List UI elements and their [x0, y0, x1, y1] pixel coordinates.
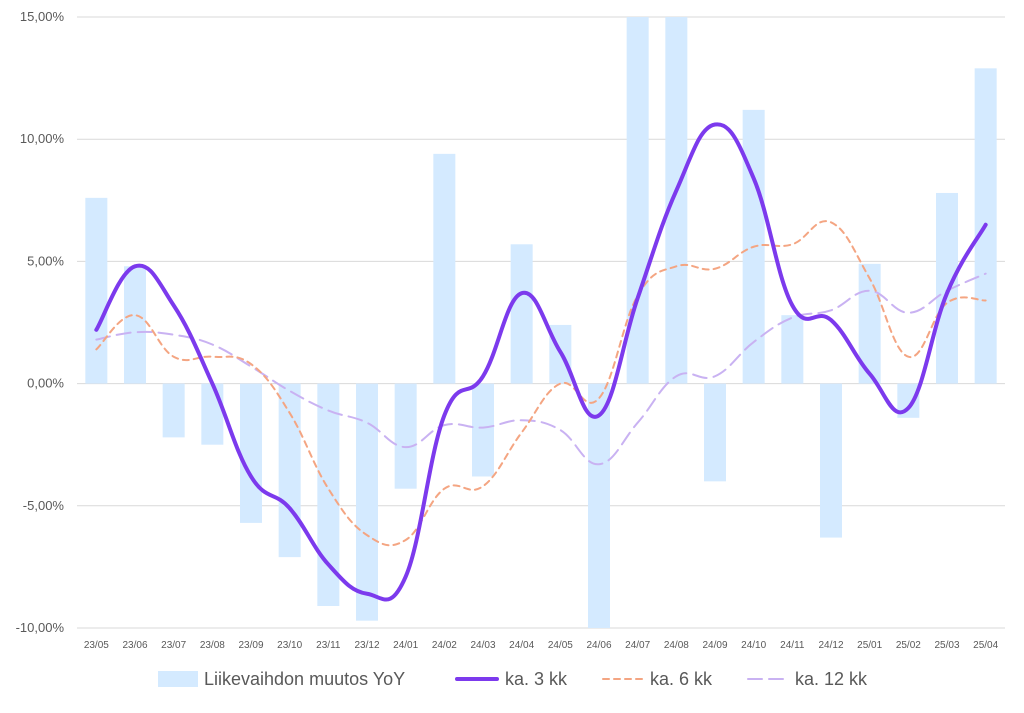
- bar: [897, 383, 920, 418]
- x-tick-label: 25/04: [973, 640, 998, 651]
- x-tick-label: 24/11: [780, 640, 805, 651]
- x-tick-label: 24/02: [432, 640, 457, 651]
- y-tick-label: 15,00%: [20, 9, 65, 24]
- x-tick-label: 23/06: [122, 640, 147, 651]
- bar: [356, 383, 378, 621]
- x-tick-label: 24/01: [393, 640, 418, 651]
- x-tick-label: 23/05: [84, 640, 109, 651]
- grid-lines: [77, 16, 1005, 629]
- y-tick-label: 5,00%: [27, 253, 64, 268]
- bar-series: [85, 17, 997, 628]
- x-tick-label: 24/09: [702, 640, 727, 651]
- y-tick-label: 10,00%: [20, 131, 65, 146]
- y-tick-label: -5,00%: [23, 498, 65, 513]
- x-tick-label: 23/07: [161, 640, 186, 651]
- x-tick-label: 23/08: [200, 640, 225, 651]
- x-tick-label: 24/06: [586, 640, 611, 651]
- bar: [433, 153, 456, 384]
- y-axis-ticks: -10,00% -5,00% 0,00% 5,00% 10,00% 15,00%: [16, 9, 65, 635]
- x-tick-label: 25/03: [934, 640, 959, 651]
- legend-label: ka. 3 kk: [505, 669, 568, 689]
- x-tick-label: 23/12: [354, 640, 379, 651]
- line-series: [94, 122, 988, 602]
- x-tick-label: 24/03: [470, 640, 495, 651]
- x-tick-label: 25/02: [896, 640, 921, 651]
- bar: [240, 383, 262, 523]
- x-tick-label: 24/08: [664, 640, 689, 651]
- x-tick-label: 25/01: [857, 640, 882, 651]
- legend-swatch: [158, 671, 198, 687]
- y-tick-label: -10,00%: [16, 620, 65, 635]
- x-tick-label: 23/10: [277, 640, 302, 651]
- series-line: [94, 122, 988, 602]
- bar: [162, 383, 185, 438]
- bar: [317, 383, 340, 607]
- x-tick-label: 23/09: [238, 640, 263, 651]
- legend-label: ka. 12 kk: [795, 669, 868, 689]
- bar: [394, 383, 417, 489]
- bar: [858, 263, 881, 384]
- bar: [665, 17, 688, 384]
- bar: [201, 383, 224, 445]
- x-tick-label: 24/10: [741, 640, 766, 651]
- bar: [510, 244, 533, 384]
- bar: [124, 266, 146, 384]
- series-line: [95, 220, 987, 547]
- legend: Liikevaihdon muutos YoY ka. 3 kk ka. 6 kk k…: [158, 669, 868, 689]
- series-line: [95, 272, 987, 466]
- legend-label: Liikevaihdon muutos YoY: [204, 669, 405, 689]
- bar: [278, 383, 301, 558]
- bar: [820, 383, 842, 538]
- bar: [588, 383, 610, 628]
- bar: [85, 197, 108, 384]
- x-tick-label: 24/12: [818, 640, 843, 651]
- x-tick-label: 23/11: [316, 640, 341, 651]
- bar: [626, 17, 649, 384]
- x-axis-ticks: 23/05 23/06 23/07 23/08 23/09 23/10 23/11 23/12…: [84, 640, 999, 651]
- bar: [781, 315, 804, 384]
- y-tick-label: 0,00%: [27, 376, 64, 391]
- x-tick-label: 24/04: [509, 640, 534, 651]
- x-tick-label: 24/05: [548, 640, 573, 651]
- x-tick-label: 24/07: [625, 640, 650, 651]
- bar: [704, 383, 726, 482]
- bar: [472, 383, 494, 477]
- legend-label: ka. 6 kk: [650, 669, 713, 689]
